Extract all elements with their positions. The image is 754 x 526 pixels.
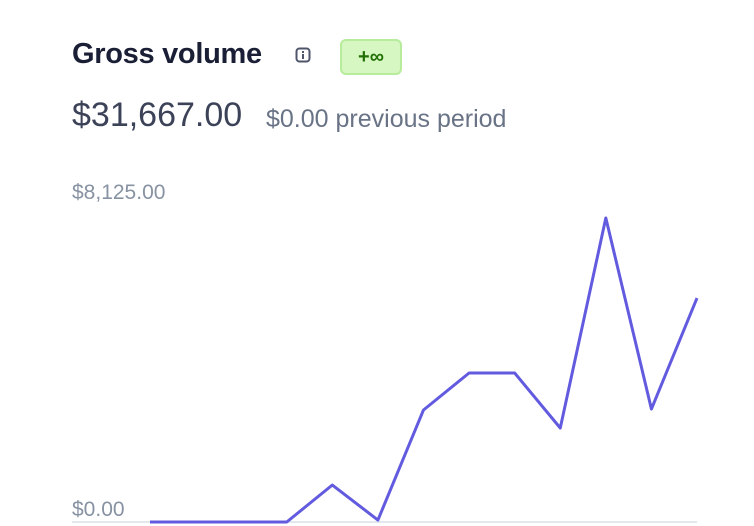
line: [150, 216, 699, 524]
total: $31,667.00: [72, 96, 243, 134]
title: Gross volume: [72, 38, 262, 70]
info-icon[interactable]: [295, 47, 311, 63]
badge: +∞: [340, 39, 402, 75]
comparison: $0.00 previous period: [266, 105, 507, 133]
y-tick-label: $8,125.00: [72, 181, 165, 204]
y-tick-label: $0.00: [72, 498, 125, 521]
